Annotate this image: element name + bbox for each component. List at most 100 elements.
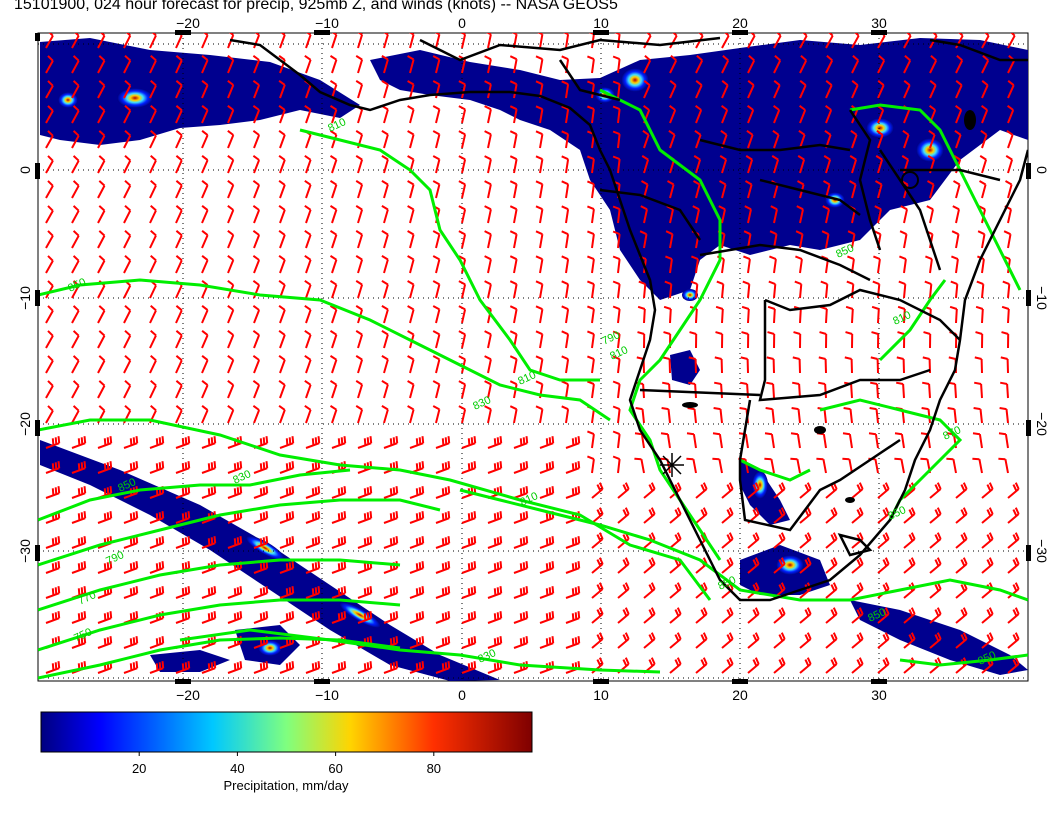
wind-barb — [695, 607, 708, 624]
wind-barb — [71, 230, 80, 249]
wind-barb — [357, 486, 373, 499]
wind-barb — [305, 436, 321, 449]
wind-barb — [484, 255, 492, 274]
wind-barb — [591, 582, 604, 599]
wind-barb — [71, 33, 80, 49]
wind-barb — [694, 129, 702, 149]
lat-tick-right: −30 — [1034, 539, 1050, 563]
wind-barb — [201, 205, 209, 224]
wind-barb — [842, 432, 853, 449]
wind-barb — [974, 381, 983, 399]
wind-barb — [484, 355, 492, 374]
wind-barb — [929, 80, 937, 99]
wind-barb — [612, 130, 621, 149]
wind-barb — [1007, 105, 1015, 124]
wind-barb — [764, 432, 775, 449]
wind-barb — [713, 407, 723, 424]
wind-barb — [825, 507, 838, 524]
wind-barb — [45, 511, 61, 524]
asterisk-icon — [660, 453, 684, 477]
wind-barb — [1001, 305, 1010, 324]
wind-barb — [691, 255, 699, 274]
wind-barb — [227, 536, 243, 549]
wind-barb — [435, 511, 451, 524]
wind-barb — [435, 661, 451, 674]
wind-barb — [561, 330, 570, 349]
wind-barb — [484, 380, 492, 399]
wind-barb — [357, 33, 364, 49]
wind-barb — [45, 380, 54, 399]
wind-barb — [435, 561, 451, 574]
wind-barb — [509, 405, 518, 424]
wind-barb — [149, 33, 157, 49]
colorbar-tick-label: 20 — [132, 761, 146, 776]
wind-barb — [357, 661, 373, 674]
wind-barb — [1007, 482, 1020, 499]
wind-barb — [355, 205, 364, 224]
wind-barb — [612, 80, 621, 99]
wind-barb — [71, 486, 87, 499]
wind-barb — [227, 33, 235, 49]
wind-barb — [409, 636, 425, 649]
wind-barb — [460, 33, 467, 49]
wind-barb — [721, 482, 734, 499]
wind-barb — [561, 380, 570, 399]
wind-barb — [253, 33, 261, 49]
wind-barb — [329, 280, 338, 299]
wind-barb — [640, 205, 648, 224]
wind-barb — [487, 611, 503, 624]
wind-barb — [227, 155, 235, 174]
wind-barb — [561, 405, 570, 424]
wind-barb — [692, 205, 700, 224]
wind-barb — [695, 507, 708, 524]
wind-barb — [980, 129, 988, 149]
wind-barb — [305, 486, 321, 499]
wind-barb — [71, 130, 80, 149]
wind-barb — [565, 436, 581, 449]
wind-barb — [97, 561, 113, 574]
wind-barb — [693, 180, 701, 199]
wind-barb — [304, 154, 312, 174]
wind-barb — [252, 379, 261, 399]
wind-barb — [773, 105, 781, 124]
wind-barb — [458, 105, 467, 124]
wind-barb — [746, 129, 754, 149]
wind-barb — [461, 586, 477, 599]
wind-barb — [799, 33, 808, 49]
wind-barb — [149, 511, 165, 524]
wind-barb — [955, 33, 964, 49]
wind-barb — [612, 255, 621, 274]
wind-barb — [45, 230, 54, 249]
wind-barb — [357, 461, 373, 474]
wind-barb — [227, 436, 243, 449]
wind-barb — [227, 230, 235, 249]
wind-barb — [253, 661, 269, 674]
wind-barb — [773, 632, 786, 649]
wind-barb — [799, 657, 812, 674]
wind-barb — [279, 611, 295, 624]
wind-barb — [667, 180, 675, 199]
wind-barb — [825, 657, 838, 674]
wind-barb — [383, 436, 399, 449]
wind-barb — [509, 255, 518, 274]
wind-barb — [45, 611, 61, 624]
wind-barb — [668, 129, 676, 149]
wind-barb — [894, 432, 905, 449]
wind-barb — [875, 180, 883, 199]
wind-barb — [1005, 155, 1014, 174]
wind-barb — [612, 105, 621, 124]
wind-barb — [407, 180, 415, 199]
wind-barb — [851, 507, 864, 524]
wind-barb — [925, 255, 933, 274]
wind-barb — [175, 380, 183, 399]
wind-barb — [903, 557, 916, 574]
wind-barb — [331, 486, 347, 499]
wind-barb — [955, 607, 968, 624]
wind-barb — [304, 104, 312, 124]
wind-barb — [1007, 33, 1016, 49]
wind-barb — [432, 330, 441, 349]
wind-barb — [903, 607, 916, 624]
wind-barb — [304, 329, 312, 349]
wind-barb — [304, 54, 312, 74]
wind-barb — [383, 511, 399, 524]
